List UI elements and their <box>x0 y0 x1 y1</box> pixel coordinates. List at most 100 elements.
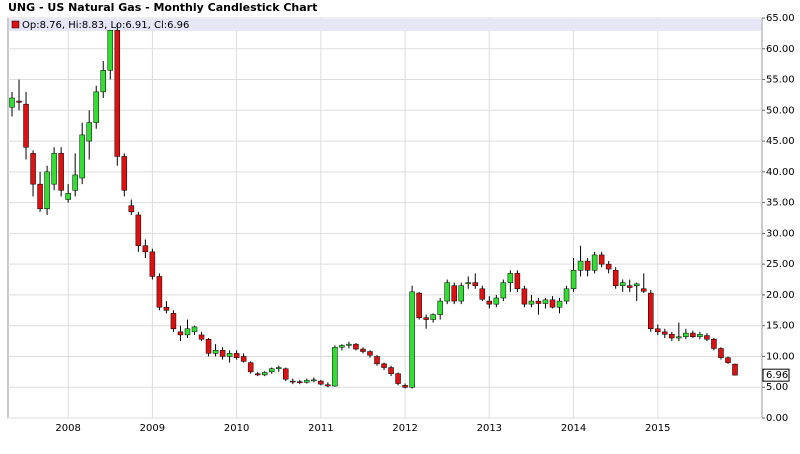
candle-body <box>37 183 43 210</box>
x-tick-label: 2014 <box>561 423 586 434</box>
candle-body <box>51 153 57 185</box>
candle-body <box>416 292 422 318</box>
y-tick-label: 60.00 <box>766 44 795 55</box>
candle-body <box>725 357 731 363</box>
candle-body <box>683 332 689 338</box>
candle-body <box>381 363 387 368</box>
chart-title: UNG - US Natural Gas - Monthly Candlesti… <box>8 1 317 14</box>
candle-body <box>9 97 15 108</box>
candle-body <box>360 348 366 352</box>
candle-body <box>233 353 240 358</box>
candle-body <box>648 292 654 330</box>
candle-body <box>662 331 668 335</box>
candle-body <box>163 306 170 311</box>
y-tick-label: 15.00 <box>766 321 795 332</box>
candle-body <box>402 385 408 388</box>
candle-body <box>409 291 415 388</box>
candle-body <box>346 343 352 346</box>
candle-body <box>669 334 675 339</box>
candle-body <box>212 350 219 354</box>
x-tick-label: 2010 <box>224 423 249 434</box>
y-tick-label: 40.00 <box>766 167 795 178</box>
candle-body <box>598 254 605 265</box>
candle-body <box>388 367 394 374</box>
candle-body <box>177 331 184 336</box>
candle-body <box>93 91 99 123</box>
candle-body <box>191 326 198 333</box>
candle-body <box>86 122 92 142</box>
candle-body <box>690 332 696 338</box>
candle-body <box>605 263 612 270</box>
candle-body <box>444 282 450 302</box>
legend-band <box>9 19 761 31</box>
candle-body <box>521 288 528 305</box>
candle-body <box>704 335 710 340</box>
candle-body <box>142 245 149 253</box>
candle-body <box>297 381 303 383</box>
candle-body <box>283 368 289 380</box>
candle-body <box>711 338 717 349</box>
candle-body <box>247 362 254 373</box>
y-tick-label: 45.00 <box>766 136 795 147</box>
y-tick-label: 35.00 <box>766 198 795 209</box>
candle-body <box>261 372 268 376</box>
candle-body <box>570 270 577 290</box>
candle-body <box>149 251 156 277</box>
candle-body <box>290 380 296 383</box>
candle-body <box>198 334 205 340</box>
y-tick-label: 30.00 <box>766 228 795 239</box>
candle-body <box>16 100 22 103</box>
candle-body <box>304 380 310 383</box>
last-price-label: 6.96 <box>766 370 788 381</box>
candle-body <box>275 367 282 370</box>
candle-body <box>395 373 401 384</box>
y-tick-label: 0.00 <box>766 413 788 424</box>
candle-body <box>353 343 359 350</box>
candle-body <box>458 285 464 302</box>
candle-body <box>549 299 556 308</box>
x-tick-label: 2008 <box>55 423 80 434</box>
y-tick-label: 20.00 <box>766 290 795 301</box>
candle-body <box>732 363 738 376</box>
candle-body <box>451 285 457 302</box>
last-price-box <box>762 368 790 382</box>
candle-body <box>226 353 233 357</box>
candle-body <box>507 273 514 283</box>
candle-body <box>626 285 633 288</box>
candle-body <box>367 351 373 356</box>
y-tick-label: 65.00 <box>766 13 795 24</box>
candle-body <box>374 356 380 365</box>
candle-body <box>100 70 107 93</box>
candle-body <box>184 328 191 336</box>
candle-body <box>718 348 724 358</box>
candle-body <box>697 334 703 338</box>
candle-body <box>170 313 177 330</box>
candle-body <box>325 384 331 387</box>
candle-body <box>479 288 486 300</box>
x-tick-label: 2009 <box>140 423 165 434</box>
candle-body <box>205 338 212 354</box>
legend-marker <box>11 20 20 29</box>
candle-body <box>633 283 640 286</box>
candle-body <box>640 288 647 292</box>
x-tick-label: 2015 <box>645 423 670 434</box>
candle-body <box>65 193 71 200</box>
candle-body <box>472 282 479 286</box>
candle-body <box>339 345 345 348</box>
y-tick-label: 50.00 <box>766 105 795 116</box>
candle-body <box>121 156 128 191</box>
candle-body <box>254 373 261 376</box>
candle-body <box>493 297 500 305</box>
candle-body <box>30 153 36 185</box>
candle-body <box>591 254 598 271</box>
y-tick-label: 25.00 <box>766 259 795 270</box>
candle-body <box>486 300 493 305</box>
y-tick-label: 55.00 <box>766 75 795 86</box>
candle-body <box>332 346 338 387</box>
candle-body <box>556 300 563 308</box>
candle-body <box>542 299 549 304</box>
x-tick-label: 2013 <box>477 423 502 434</box>
plot-area <box>7 17 763 419</box>
candle-body <box>577 260 584 271</box>
